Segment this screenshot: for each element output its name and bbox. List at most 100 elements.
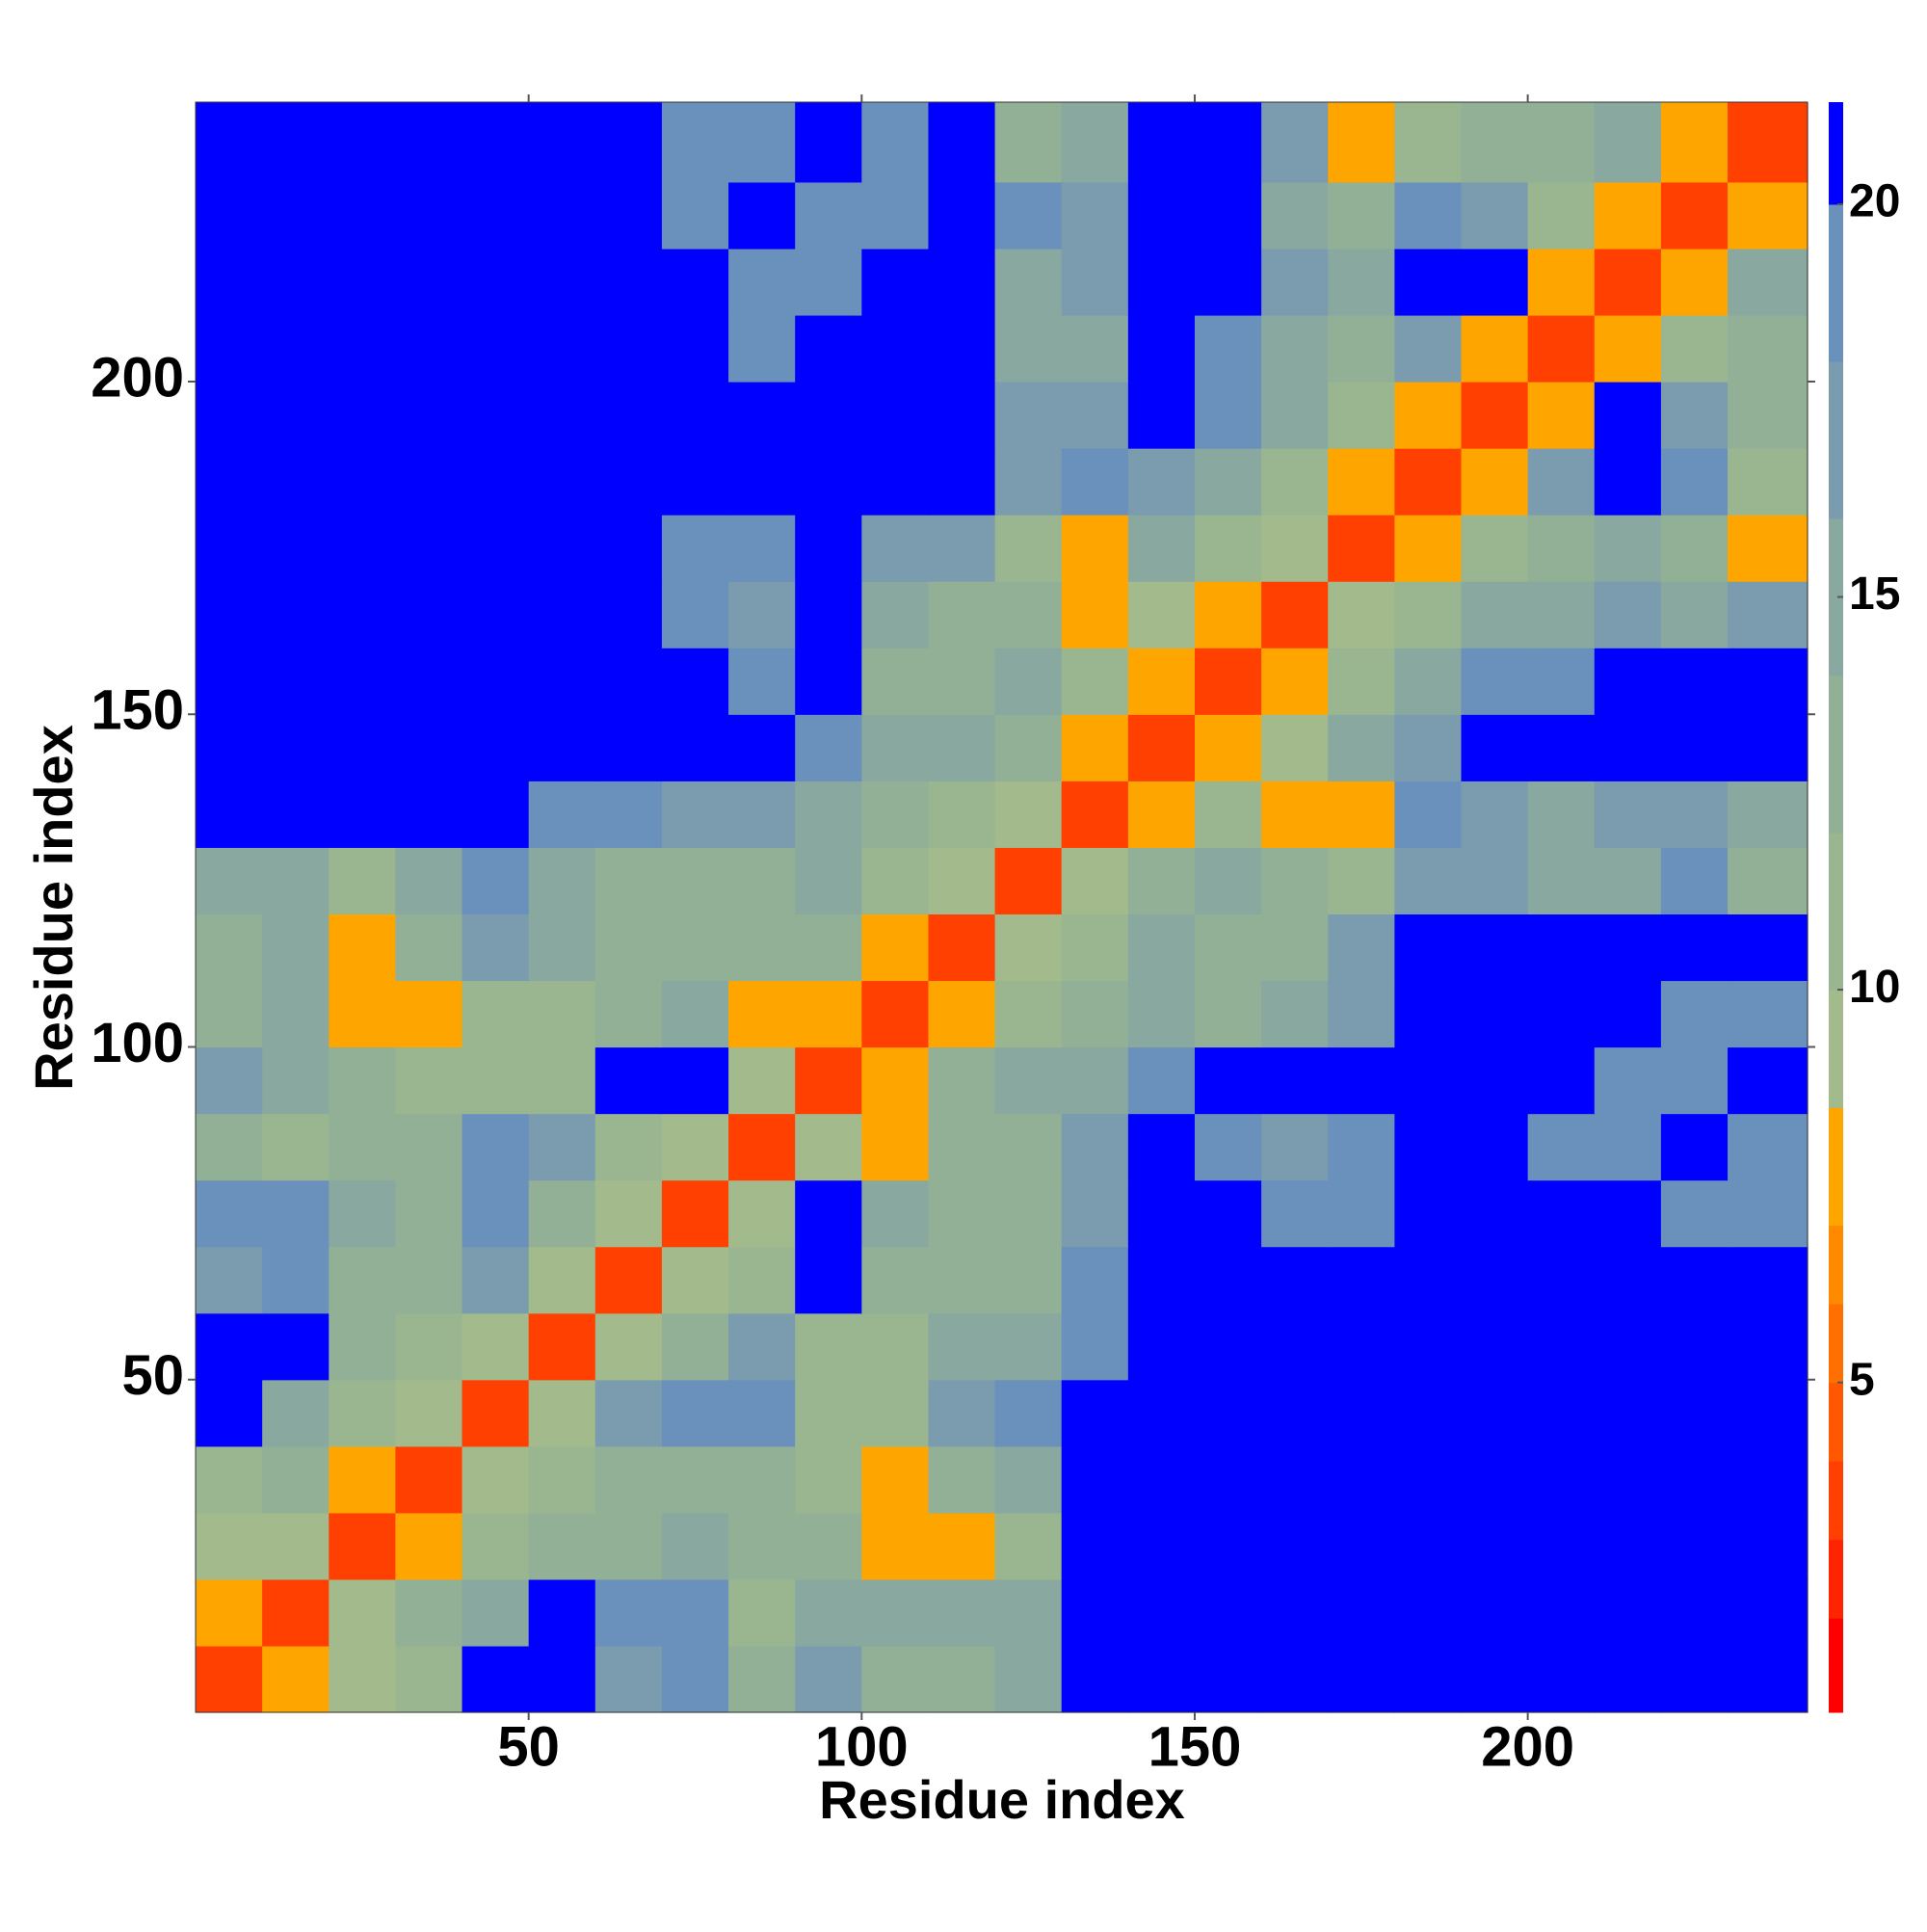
heatmap-cell xyxy=(329,1046,396,1115)
heatmap-cell xyxy=(1527,1046,1596,1115)
heatmap-cell xyxy=(462,515,530,582)
heatmap-cell xyxy=(928,581,996,648)
heatmap-cell xyxy=(395,913,463,982)
heatmap-cell xyxy=(528,847,596,915)
heatmap-cell xyxy=(1527,1312,1596,1381)
heatmap-cell xyxy=(1461,1645,1529,1713)
heatmap-cell xyxy=(1194,515,1262,582)
heatmap-cell xyxy=(1461,581,1529,648)
heatmap-cell xyxy=(1261,248,1329,316)
heatmap-cell xyxy=(395,1512,463,1580)
heatmap-cell xyxy=(1127,980,1196,1048)
heatmap-cell xyxy=(1194,714,1262,781)
heatmap-cell xyxy=(1194,1645,1262,1713)
heatmap-cell xyxy=(728,913,796,982)
heatmap-cell xyxy=(1261,847,1329,915)
heatmap-cell xyxy=(1594,980,1662,1048)
heatmap-cell xyxy=(1261,714,1329,781)
colorbar-segment xyxy=(1829,518,1843,676)
heatmap-cell xyxy=(1261,581,1329,648)
x-tick-label: 100 xyxy=(815,1715,909,1778)
heatmap-cell xyxy=(1527,1379,1596,1447)
heatmap-cell xyxy=(994,847,1063,915)
heatmap-cell xyxy=(1728,382,1808,449)
colorbar-segment xyxy=(1829,102,1843,205)
heatmap-cell xyxy=(462,1046,530,1115)
heatmap-cell xyxy=(462,1113,530,1181)
heatmap-cell xyxy=(1594,714,1662,781)
heatmap-cell xyxy=(262,1445,330,1514)
heatmap-cell xyxy=(861,714,930,781)
heatmap-cell xyxy=(1594,248,1662,316)
heatmap-cell xyxy=(1394,382,1463,449)
heatmap-cell xyxy=(1194,1312,1262,1381)
heatmap-cell xyxy=(395,648,463,715)
heatmap-cell xyxy=(1594,1113,1662,1181)
heatmap-cell xyxy=(994,248,1063,316)
heatmap-cell xyxy=(1061,980,1129,1048)
heatmap-cell xyxy=(528,1645,596,1713)
heatmap-cell xyxy=(528,714,596,781)
heatmap-cell xyxy=(1594,102,1662,183)
heatmap-cell xyxy=(196,248,263,316)
heatmap-cell xyxy=(528,1445,596,1514)
heatmap-cell xyxy=(1127,1312,1196,1381)
heatmap-cell xyxy=(1594,1179,1662,1248)
heatmap-cell xyxy=(994,913,1063,982)
heatmap-cell xyxy=(928,980,996,1048)
heatmap-cell xyxy=(1261,980,1329,1048)
heatmap-cell xyxy=(1660,515,1729,582)
heatmap-cell xyxy=(594,314,663,383)
heatmap-cell xyxy=(1660,1645,1729,1713)
heatmap-cell xyxy=(1527,1445,1596,1514)
heatmap-cell xyxy=(1261,102,1329,183)
heatmap-cell xyxy=(1261,1113,1329,1181)
heatmap-cell xyxy=(1660,181,1729,250)
heatmap-cell xyxy=(928,102,996,183)
heatmap-cell xyxy=(1594,314,1662,383)
heatmap-cell xyxy=(928,714,996,781)
heatmap-cell xyxy=(1594,1578,1662,1647)
heatmap-cell xyxy=(1660,448,1729,516)
heatmap-cell xyxy=(795,515,862,582)
heatmap-cell xyxy=(1328,1113,1395,1181)
heatmap-cell xyxy=(861,1312,930,1381)
heatmap-cell xyxy=(196,714,263,781)
y-tick-label: 200 xyxy=(91,346,184,409)
heatmap-cell xyxy=(528,1179,596,1248)
heatmap-cell xyxy=(462,913,530,982)
heatmap-cell xyxy=(462,1512,530,1580)
heatmap-cell xyxy=(395,314,463,383)
heatmap-cell xyxy=(1194,1113,1262,1181)
heatmap-cell xyxy=(661,181,729,250)
heatmap-cell xyxy=(1328,1179,1395,1248)
heatmap-cell xyxy=(1328,1578,1395,1647)
heatmap-cell xyxy=(1061,648,1129,715)
heatmap-cell xyxy=(329,515,396,582)
heatmap-cell xyxy=(1594,913,1662,982)
heatmap xyxy=(196,102,1808,1713)
heatmap-cell xyxy=(728,781,796,848)
heatmap-cell xyxy=(1394,1445,1463,1514)
heatmap-cell xyxy=(661,314,729,383)
heatmap-cell xyxy=(994,448,1063,516)
heatmap-cell xyxy=(728,314,796,383)
heatmap-cell xyxy=(1728,1046,1808,1115)
heatmap-cell xyxy=(1461,382,1529,449)
heatmap-cell xyxy=(1261,1179,1329,1248)
heatmap-cell xyxy=(528,314,596,383)
heatmap-cell xyxy=(196,515,263,582)
heatmap-cell xyxy=(395,1578,463,1647)
heatmap-cell xyxy=(1127,1113,1196,1181)
heatmap-cell xyxy=(795,581,862,648)
heatmap-cell xyxy=(1194,847,1262,915)
heatmap-cell xyxy=(1328,1312,1395,1381)
heatmap-cell xyxy=(594,1312,663,1381)
heatmap-cell xyxy=(1194,581,1262,648)
heatmap-cell xyxy=(1527,1246,1596,1314)
heatmap-cell xyxy=(1194,913,1262,982)
heatmap-cell xyxy=(196,448,263,516)
heatmap-cell xyxy=(594,1578,663,1647)
heatmap-cell xyxy=(1394,581,1463,648)
heatmap-cell xyxy=(795,847,862,915)
